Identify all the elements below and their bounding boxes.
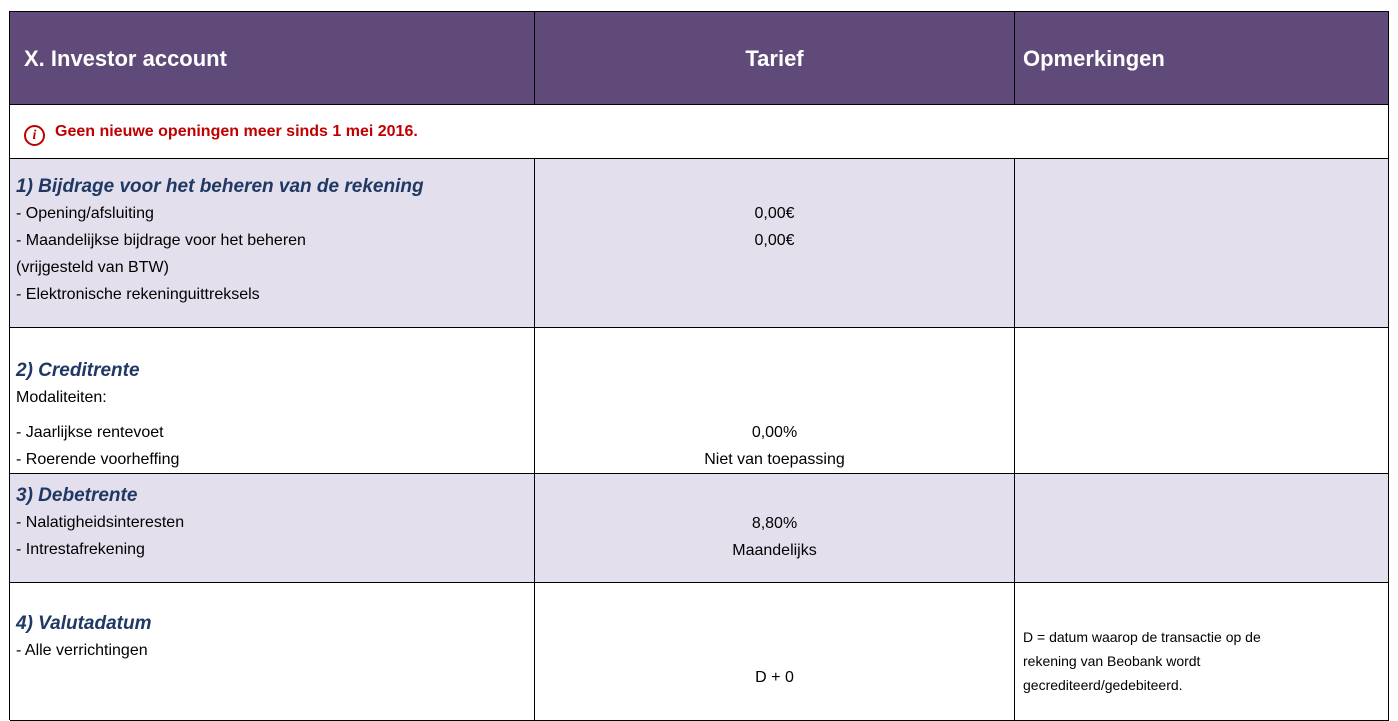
remarks-cell — [1015, 159, 1389, 327]
remarks-cell — [1015, 474, 1389, 582]
row-title: 2) Creditrente — [16, 360, 140, 381]
tariff-value: 8,80% — [751, 515, 798, 532]
fee-table: X. Investor account Tarief Opmerkingen i Gee… — [9, 11, 1389, 721]
description-cell: 4) Valutadatum - Alle verrichtingen — [10, 583, 535, 720]
notice-row: i Geen nieuwe openingen meer sinds 1 mei … — [10, 105, 1389, 159]
remarks-cell: D = datum waarop de transactie op de reke… — [1015, 583, 1389, 720]
row-title: 4) Valutadatum — [16, 613, 152, 634]
tariff-cell: 0,00% Niet van toepassing — [535, 328, 1015, 473]
row-title: 3) Debetrente — [16, 485, 138, 506]
remarks-cell — [1015, 328, 1389, 473]
info-icon: i — [24, 125, 45, 146]
table-row: 4) Valutadatum - Alle verrichtingen D + 0 D… — [10, 583, 1389, 721]
remark-line: gecrediteerd/gedebiteerd. — [1023, 677, 1183, 693]
row-line: - Roerende voorheffing — [16, 451, 180, 468]
table-row: 1) Bijdrage voor het beheren van de reke… — [10, 159, 1389, 328]
description-cell: 3) Debetrente - Nalatigheidsinteresten - I… — [10, 474, 535, 582]
tariff-value: 0,00% — [751, 424, 798, 441]
tariff-value: 0,00€ — [754, 232, 795, 249]
row-line: - Intrestafrekening — [16, 541, 145, 558]
row-line: Modaliteiten: — [16, 389, 107, 406]
row-line: (vrijgesteld van BTW) — [16, 259, 169, 276]
row-line: - Elektronische rekeninguittreksels — [16, 286, 260, 303]
tariff-cell: 8,80% Maandelijks — [535, 474, 1015, 582]
row-line: - Maandelijkse bijdrage voor het beheren — [16, 232, 306, 249]
header-row: X. Investor account Tarief Opmerkingen — [10, 12, 1389, 105]
column-header: X. Investor account — [10, 12, 535, 104]
row-title: 1) Bijdrage voor het beheren van de reke… — [16, 176, 424, 197]
notice: i Geen nieuwe openingen meer sinds 1 mei … — [10, 105, 1389, 158]
tariff-value: Niet van toepassing — [704, 451, 845, 468]
description-cell: 1) Bijdrage voor het beheren van de reke… — [10, 159, 535, 327]
row-line: - Nalatigheidsinteresten — [16, 514, 185, 531]
table-row: 3) Debetrente - Nalatigheidsinteresten - I… — [10, 474, 1389, 583]
row-line: - Jaarlijkse rentevoet — [16, 424, 164, 441]
tariff-cell: 0,00€ 0,00€ — [535, 159, 1015, 327]
column-header: Tarief — [535, 12, 1015, 104]
column-header: Opmerkingen — [1015, 12, 1389, 104]
row-line: - Opening/afsluiting — [16, 205, 154, 222]
tariff-value: Maandelijks — [732, 542, 817, 559]
remark-line: D = datum waarop de transactie op de — [1023, 629, 1261, 645]
tariff-cell: D + 0 — [535, 583, 1015, 720]
notice-text: Geen nieuwe openingen meer sinds 1 mei 2… — [55, 123, 418, 140]
tariff-value: D + 0 — [755, 669, 794, 686]
description-cell: 2) Creditrente Modaliteiten: - Jaarlijkse … — [10, 328, 535, 473]
tariff-value: 0,00€ — [754, 205, 795, 222]
remark-line: rekening van Beobank wordt — [1023, 653, 1201, 669]
row-line: - Alle verrichtingen — [16, 642, 148, 659]
table-row: 2) Creditrente Modaliteiten: - Jaarlijkse … — [10, 328, 1389, 474]
